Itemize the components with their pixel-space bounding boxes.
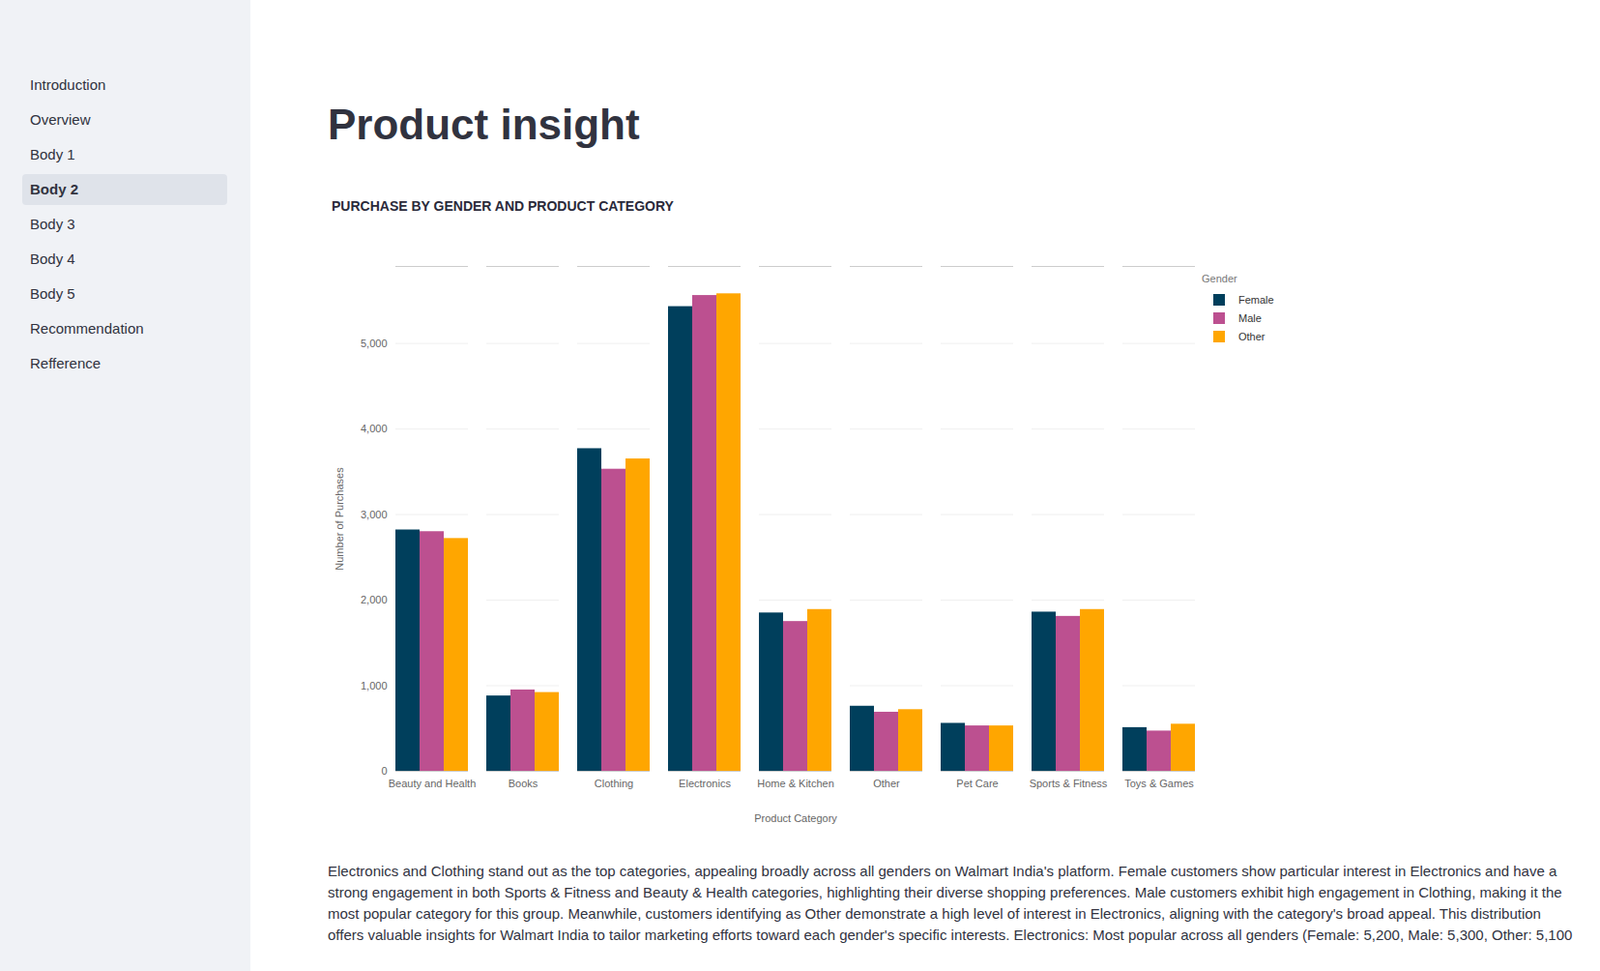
html-text:Other: Other (1238, 330, 1266, 342)
svg-text:3,000: 3,000 (360, 508, 388, 521)
html-text:Recommendation: Recommendation (29, 320, 144, 337)
svg-text:Home & Kitchen: Home & Kitchen (756, 777, 834, 789)
html-text:Product insight: Product insight (327, 100, 640, 148)
html-text:Refference: Refference (29, 354, 101, 372)
svg-text:Other: Other (872, 777, 901, 789)
html-text:Body 2: Body 2 (29, 180, 79, 198)
svg-text:4,000: 4,000 (360, 422, 388, 435)
svg-text:1,000: 1,000 (360, 679, 388, 692)
html-text:Electronics and Clothing stand: Electronics and Clothing stand out as th… (327, 862, 1573, 943)
svg-text:Electronics: Electronics (678, 777, 731, 789)
svg-text:Toys & Games: Toys & Games (1124, 777, 1194, 789)
html-text:Gender: Gender (1201, 272, 1238, 285)
svg-text:Number of Purchases: Number of Purchases (333, 466, 346, 571)
svg-text:Product Category: Product Category (754, 812, 838, 824)
svg-text:5,000: 5,000 (360, 337, 388, 350)
html-text:Body 4: Body 4 (29, 250, 76, 267)
html-text:Overview: Overview (29, 111, 91, 128)
html-text:Body 3: Body 3 (29, 215, 76, 233)
svg-text:0: 0 (380, 764, 387, 777)
svg-text:Clothing: Clothing (594, 777, 634, 789)
svg-text:Books: Books (508, 777, 539, 789)
svg-text:Beauty and Health: Beauty and Health (388, 777, 477, 789)
html-text:Male: Male (1238, 311, 1262, 324)
html-text:Body 1: Body 1 (29, 145, 76, 163)
html-text:PURCHASE BY GENDER AND PRODUCT: PURCHASE BY GENDER AND PRODUCT CATEGORY (331, 198, 674, 214)
html-text:Introduction: Introduction (29, 76, 106, 93)
svg-text:2,000: 2,000 (360, 593, 388, 606)
svg-text:Sports & Fitness: Sports & Fitness (1029, 777, 1108, 789)
html-text:Body 5: Body 5 (29, 285, 76, 302)
html-text:Female: Female (1238, 293, 1274, 306)
svg-text:Pet Care: Pet Care (956, 777, 998, 789)
